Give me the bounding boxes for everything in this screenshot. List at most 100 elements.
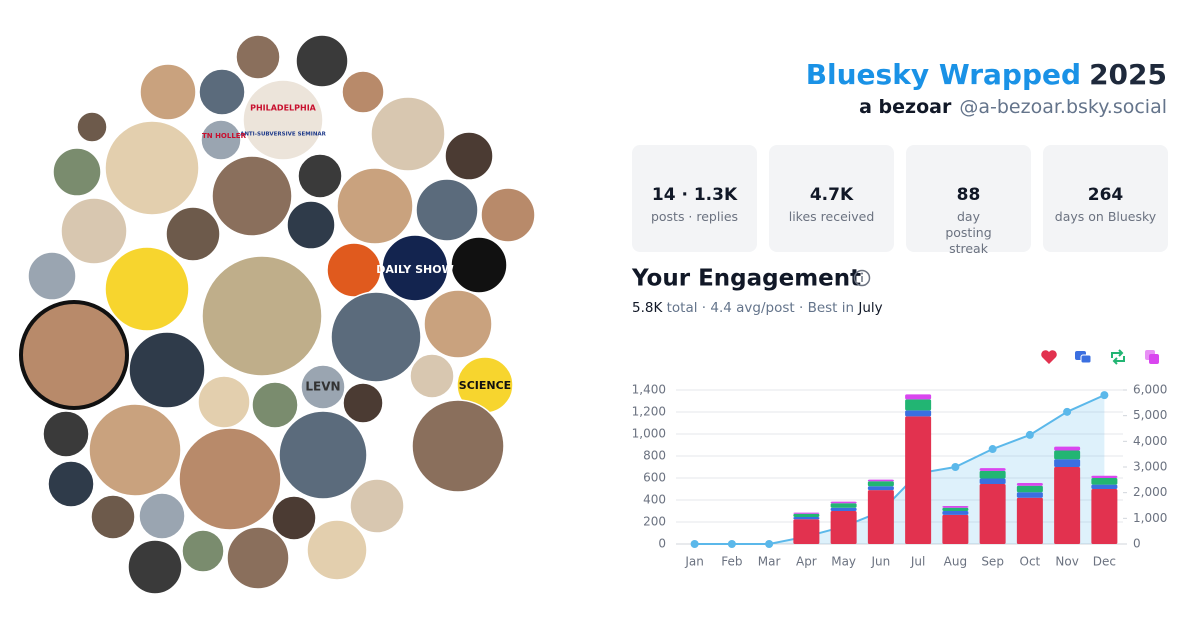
avatar [423,289,493,359]
bar-segment [942,506,969,508]
avatar [201,255,323,377]
bar-segment [1016,482,1043,486]
title: Bluesky Wrapped 2025 [806,58,1167,91]
x-tick-label: Nov [1055,555,1078,569]
avatar [200,119,242,161]
avatar-text: TN HOLLER [202,132,247,140]
legend-icon [1111,349,1125,365]
y-tick-label: 0 [658,537,666,551]
bar-segment [979,478,1006,485]
y2-tick-label: 4,000 [1133,434,1167,448]
legend-icon [1041,350,1057,364]
x-tick-label: Jun [871,555,891,569]
avatar [342,382,384,424]
bar-segment [1091,478,1118,485]
bar-segment [830,503,857,508]
bar-segment [942,507,969,511]
avatar [165,206,221,262]
legend-toggle[interactable] [1145,350,1159,364]
avatar [341,70,385,114]
avatar [52,147,102,197]
bar-segment [905,410,932,417]
avatar [138,492,186,540]
bar-segment [1054,450,1081,460]
title-year: 2025 [1089,58,1167,91]
y-tick-label: 400 [643,493,666,507]
y2-tick-label: 6,000 [1133,383,1167,397]
avatar [444,131,494,181]
avatar [42,410,90,458]
avatar-text: ANTI-SUBVERSIVE SEMINAR [240,132,327,138]
y-tick-label: 1,400 [632,383,666,397]
legend-toggle[interactable] [1041,350,1057,364]
cumulative-point [727,540,736,548]
bar-segment [942,514,969,544]
avatar-text: PHILADELPHIA [250,104,317,113]
stat-value: 88 [956,185,981,205]
avatar [409,353,455,399]
x-tick-label: Jul [910,555,925,569]
avatar [251,381,299,429]
legend-toggle[interactable] [1075,351,1092,364]
avatar [411,399,505,493]
bar-segment [793,519,820,544]
avatar [104,120,200,216]
stat-value: 14 · 1.3K [651,185,738,205]
stat-card: 88 day posting streak [906,145,1031,256]
avatar [480,187,536,243]
avatar [295,34,349,88]
x-tick-label: May [831,555,856,569]
cumulative-point [690,540,699,548]
summary-avg: 4.4 avg/post · [710,300,803,316]
y2-tick-label: 0 [1133,537,1141,551]
avatar [178,427,282,531]
summary-best-label: Best in [808,300,855,316]
stat-label: days on Bluesky [1054,209,1157,224]
bar-segment [942,511,969,515]
cumulative-point [1063,407,1072,416]
y2-tick-label: 2,000 [1133,485,1167,499]
avatar-text: DAILY SHOW [376,263,453,276]
bar-segment [979,468,1006,471]
bar-segment [830,507,857,511]
x-tick-label: Apr [796,555,817,569]
y-tick-label: 1,200 [632,405,666,419]
x-tick-label: Sep [981,555,1004,569]
summary-best: July [857,300,882,316]
avatar [415,178,479,242]
info-icon[interactable] [853,269,871,287]
avatar [127,539,183,595]
cumulative-point [1100,391,1109,400]
y-tick-label: 800 [643,449,666,463]
avatar [349,478,405,534]
legend-toggle[interactable] [1111,349,1125,365]
avatar [88,403,182,497]
x-tick-label: Oct [1020,555,1041,569]
stat-label: likes received [788,209,875,224]
stat-value: 4.7K [809,185,854,205]
avatar [381,234,449,302]
avatar [336,167,414,245]
avatar [278,410,368,500]
legend-icon [1149,354,1159,364]
cumulative-point [988,445,997,454]
cumulative-line [694,394,1105,545]
avatar [104,246,190,332]
bar-segment [793,513,820,518]
summary-total: 5.8K [632,300,663,316]
bar-segment [867,481,894,487]
avatar [90,494,136,540]
y2-tick-label: 3,000 [1133,460,1167,474]
avatar [128,331,206,409]
avatar [326,242,382,298]
avatar [286,200,336,250]
user: a bezoar @a-bezoar.bsky.social [859,96,1167,118]
bar-segment [1016,492,1043,498]
avatar [76,111,108,143]
bar-segment [979,484,1006,544]
summary-total-label: total · [667,300,706,316]
bar-segment [905,394,932,400]
x-tick-label: Aug [944,555,967,569]
